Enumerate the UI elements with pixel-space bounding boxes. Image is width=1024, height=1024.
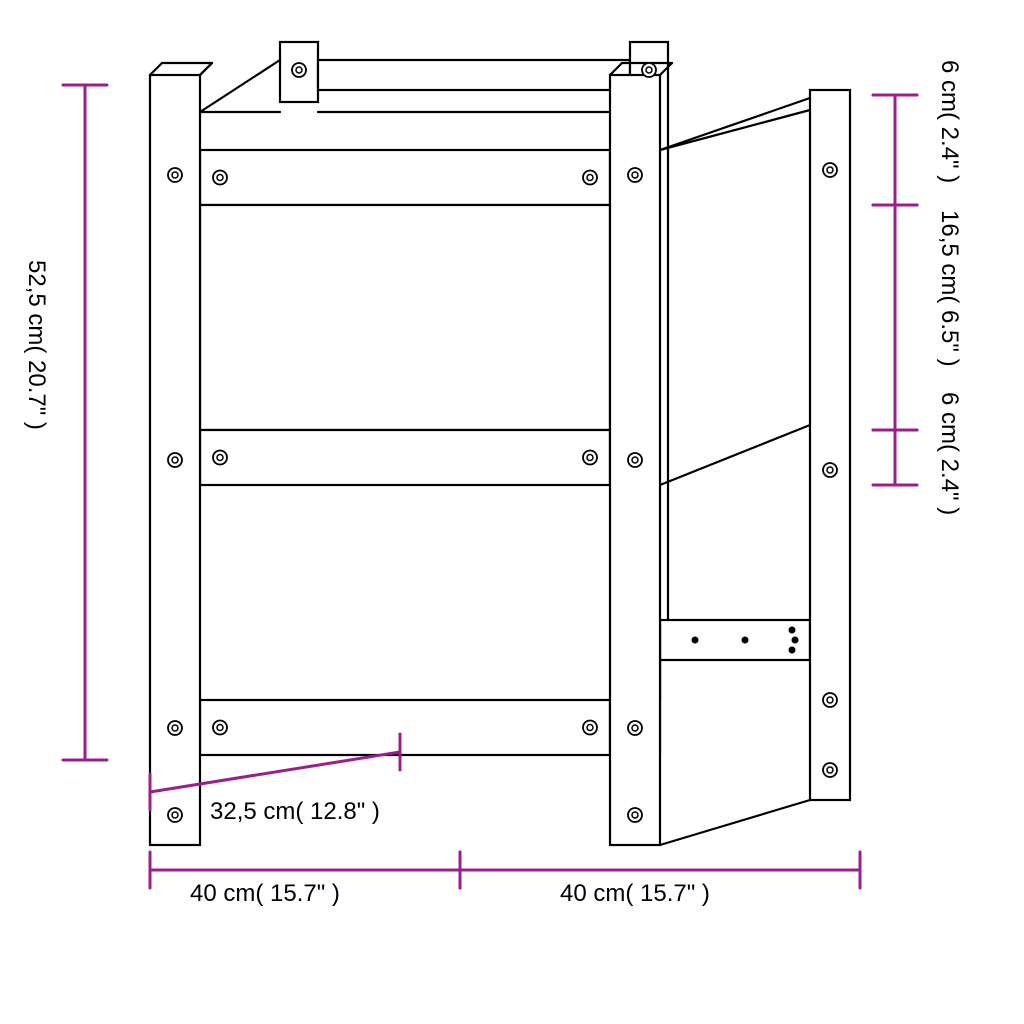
dim-height: 52,5 cm( 20.7" ) xyxy=(22,260,50,430)
dim-rail-bot: 6 cm( 2.4" ) xyxy=(935,392,963,515)
diagram-svg xyxy=(0,0,1024,1024)
dim-width-right: 40 cm( 15.7" ) xyxy=(560,880,710,908)
dim-panel: 16,5 cm( 6.5" ) xyxy=(935,210,963,367)
dim-width-left: 40 cm( 15.7" ) xyxy=(190,880,340,908)
dim-rail-top: 6 cm( 2.4" ) xyxy=(935,60,963,183)
diagram-stage: 52,5 cm( 20.7" ) 32,5 cm( 12.8" ) 40 cm(… xyxy=(0,0,1024,1024)
dim-depth: 32,5 cm( 12.8" ) xyxy=(210,798,380,826)
